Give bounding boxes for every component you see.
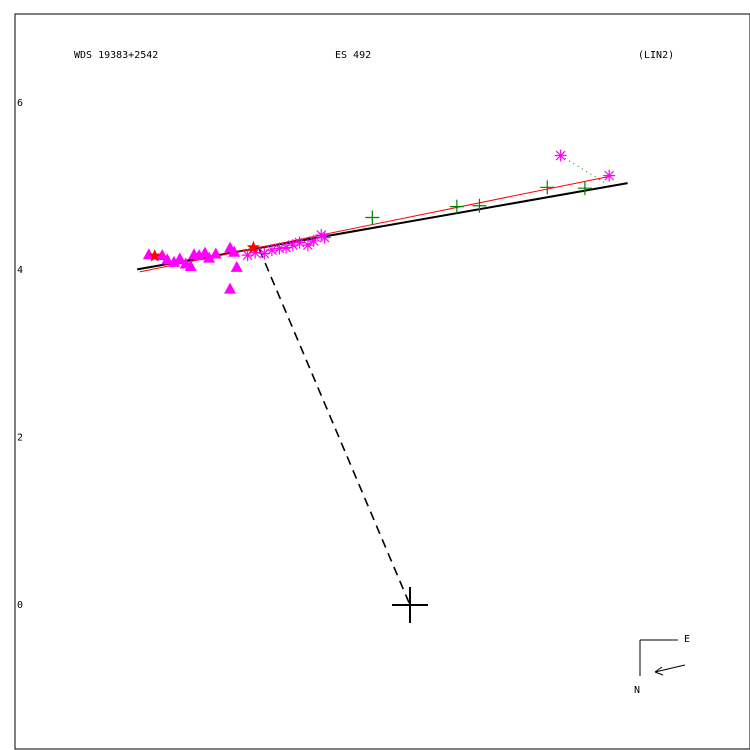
asterisk-point	[258, 247, 271, 260]
observation-marks	[142, 149, 616, 294]
triangle-point	[173, 252, 186, 264]
separation-line	[258, 248, 411, 606]
fit-lines	[136, 155, 628, 623]
triangle-point	[203, 251, 216, 263]
asterisk-point	[301, 239, 314, 252]
header-wds-id: WDS 19383+2542	[74, 50, 158, 61]
asterisk-point	[273, 242, 286, 255]
triangle-point	[167, 255, 180, 267]
triangle-point	[228, 245, 241, 257]
triangle-point	[161, 253, 174, 265]
triangle-point	[224, 282, 237, 294]
compass-east-label: E	[684, 634, 690, 645]
compass: E N	[634, 634, 690, 696]
y-tick-label: 2	[17, 433, 23, 444]
triangle-point	[209, 247, 222, 259]
filled-star-point	[148, 249, 162, 262]
y-tick-label: 0	[17, 600, 23, 611]
asterisk-point	[318, 231, 331, 244]
y-tick-label: 4	[17, 265, 23, 276]
asterisk-point	[241, 249, 254, 262]
asterisk-point	[286, 239, 299, 252]
cross-point	[540, 180, 555, 195]
cross-point	[472, 198, 487, 213]
outlier-link	[560, 155, 605, 183]
y-axis-ticks: 6 4 2 0	[17, 98, 23, 611]
cross-point	[449, 199, 464, 214]
triangle-point	[184, 260, 197, 272]
asterisk-point	[554, 149, 567, 162]
asterisk-point	[603, 169, 616, 182]
asterisk-point	[307, 234, 320, 247]
asterisk-point	[265, 244, 278, 257]
compass-north-label: N	[634, 685, 640, 696]
asterisk-point	[249, 246, 262, 259]
plot-frame	[14, 13, 750, 750]
asterisk-point	[280, 241, 293, 254]
cross-point	[577, 181, 592, 196]
filled-star-point	[246, 240, 261, 254]
compass-arrow-icon	[654, 664, 686, 676]
y-tick-label: 6	[17, 98, 23, 109]
cross-point	[365, 210, 380, 225]
header-discoverer: ES 492	[335, 50, 371, 61]
header-method: (LIN2)	[638, 50, 674, 61]
asterisk-point	[293, 236, 306, 249]
compass-axes	[639, 639, 678, 676]
primary-star-marker	[392, 587, 428, 623]
triangle-point	[230, 260, 243, 272]
